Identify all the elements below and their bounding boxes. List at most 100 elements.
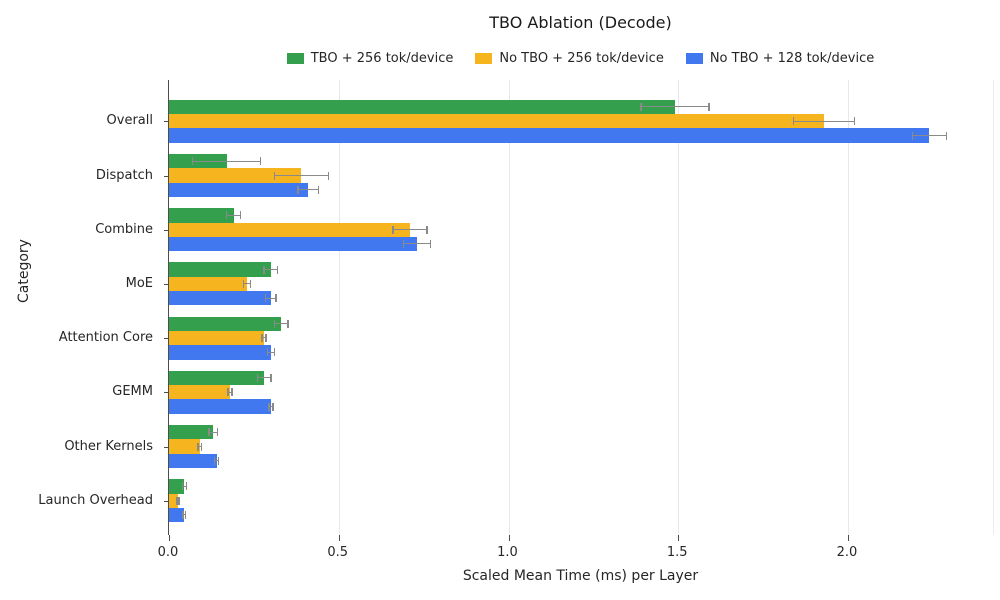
bar-launch-overhead bbox=[169, 507, 185, 523]
error-bar-cap bbox=[266, 348, 269, 357]
y-tick-label-attention-core: Attention Core bbox=[58, 330, 153, 346]
error-bar bbox=[262, 337, 267, 339]
error-bar bbox=[403, 243, 431, 245]
x-tick-mark bbox=[508, 535, 510, 541]
x-tick-mark bbox=[848, 535, 849, 541]
bar-gemm bbox=[169, 399, 271, 414]
error-bar bbox=[268, 405, 273, 407]
bar-attention-core bbox=[169, 316, 282, 331]
x-axis-title: Scaled Mean Time (ms) per Layer bbox=[462, 568, 699, 584]
y-tick-label-other-kernels: Other Kernels bbox=[64, 438, 153, 454]
legend-item-no-tbo-128: No TBO + 128 tok/device bbox=[685, 51, 874, 66]
error-bar-cap bbox=[273, 319, 275, 328]
error-bar-cap bbox=[945, 131, 948, 140]
error-bar-cap bbox=[297, 185, 299, 194]
y-tick-label-dispatch: Dispatch bbox=[95, 167, 153, 183]
error-bar-cap bbox=[429, 240, 432, 248]
y-tick-mark bbox=[164, 392, 169, 394]
error-bar bbox=[226, 214, 241, 216]
legend-swatch-no-tbo-128 bbox=[685, 53, 703, 64]
bar-overall bbox=[169, 128, 930, 143]
legend-swatch-no-tbo-256 bbox=[475, 53, 493, 64]
gridline bbox=[678, 80, 680, 535]
error-bar-cap bbox=[200, 442, 202, 451]
bar-launch-overhead bbox=[169, 479, 185, 494]
error-bar-cap bbox=[275, 294, 277, 303]
x-tick-label: 2.0 bbox=[836, 545, 858, 560]
bar-dispatch bbox=[169, 182, 309, 197]
error-bar-cap bbox=[263, 265, 265, 274]
error-bar bbox=[298, 189, 319, 191]
error-bar-cap bbox=[226, 211, 228, 220]
y-tick-mark bbox=[164, 446, 169, 448]
error-bar-cap bbox=[182, 511, 184, 519]
bar-moe bbox=[169, 262, 271, 277]
legend-label: No TBO + 256 tok/device bbox=[499, 51, 664, 66]
error-bar bbox=[182, 485, 187, 487]
error-bar bbox=[640, 106, 709, 108]
x-tick-mark bbox=[169, 535, 170, 541]
error-bar bbox=[177, 500, 180, 501]
error-bar-cap bbox=[426, 225, 428, 234]
error-bar bbox=[265, 297, 276, 299]
y-tick-mark bbox=[164, 283, 169, 285]
y-tick-label-moe: MoE bbox=[125, 275, 153, 291]
x-tick-label: 0.0 bbox=[157, 545, 179, 560]
error-bar-cap bbox=[287, 319, 289, 328]
error-bar-cap bbox=[792, 117, 795, 126]
chart-title: TBO Ablation (Decode) bbox=[489, 13, 672, 32]
y-tick-mark bbox=[164, 121, 169, 123]
error-bar-cap bbox=[239, 211, 241, 220]
bar-combine bbox=[169, 222, 411, 237]
gridline bbox=[338, 80, 340, 535]
error-bar bbox=[393, 229, 427, 230]
y-tick-mark bbox=[164, 500, 169, 502]
bar-moe bbox=[169, 291, 271, 306]
error-bar-cap bbox=[640, 103, 642, 111]
error-bar-cap bbox=[184, 511, 187, 519]
legend-label: TBO + 256 tok/device bbox=[310, 51, 454, 66]
x-tick-label: 1.0 bbox=[497, 545, 518, 560]
legend: TBO + 256 tok/device No TBO + 256 tok/de… bbox=[168, 51, 993, 66]
error-bar-cap bbox=[185, 482, 187, 491]
y-tick-label-gemm: GEMM bbox=[112, 384, 153, 400]
gridline bbox=[848, 80, 849, 535]
error-bar-cap bbox=[197, 442, 199, 451]
error-bar-cap bbox=[402, 240, 404, 248]
error-bar-cap bbox=[911, 131, 914, 140]
error-bar-cap bbox=[261, 334, 263, 343]
error-bar-cap bbox=[272, 402, 274, 411]
error-bar bbox=[274, 174, 329, 176]
error-bar bbox=[182, 514, 186, 516]
plot-area bbox=[164, 80, 994, 541]
error-bar-cap bbox=[265, 334, 267, 343]
legend-item-tbo-256: TBO + 256 tok/device bbox=[286, 51, 454, 66]
error-bar-cap bbox=[216, 428, 218, 437]
error-bar bbox=[267, 351, 275, 353]
bar-overall bbox=[169, 99, 675, 115]
error-bar-cap bbox=[276, 265, 279, 274]
error-bar-cap bbox=[217, 456, 220, 465]
y-tick-label-overall: Overall bbox=[106, 113, 153, 129]
y-tick-label-launch-overhead: Launch Overhead bbox=[38, 492, 153, 508]
error-bar-cap bbox=[327, 171, 330, 180]
y-tick-mark bbox=[164, 338, 169, 340]
error-bar bbox=[912, 134, 947, 136]
error-bar bbox=[197, 445, 202, 447]
gridline bbox=[508, 80, 510, 535]
bar-other-kernels bbox=[169, 439, 200, 454]
error-bar-cap bbox=[178, 496, 180, 505]
error-bar-cap bbox=[273, 348, 275, 357]
legend-swatch-tbo-256 bbox=[286, 53, 304, 64]
bar-overall bbox=[169, 114, 825, 129]
error-bar-cap bbox=[854, 117, 856, 126]
bar-moe bbox=[169, 276, 248, 292]
plot-right-edge bbox=[993, 80, 994, 535]
error-bar-cap bbox=[242, 279, 245, 288]
y-tick-mark bbox=[164, 175, 169, 177]
bar-attention-core bbox=[169, 345, 271, 360]
error-bar bbox=[793, 120, 855, 122]
x-tick-label: 0.5 bbox=[327, 545, 349, 560]
error-bar-cap bbox=[192, 157, 194, 166]
